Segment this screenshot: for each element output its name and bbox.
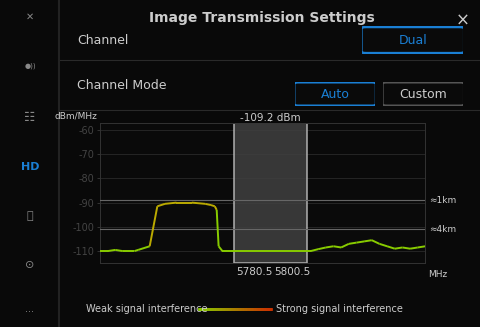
Text: MHz: MHz (428, 270, 447, 279)
Text: Channel: Channel (77, 34, 128, 47)
Text: ≈1km: ≈1km (429, 196, 456, 205)
Text: ×: × (456, 11, 469, 29)
Text: Weak signal interference: Weak signal interference (86, 304, 208, 314)
Text: Auto: Auto (321, 88, 349, 100)
Text: ●)): ●)) (24, 62, 36, 69)
Text: HD: HD (21, 162, 39, 172)
Text: -109.2 dBm: -109.2 dBm (240, 112, 300, 123)
FancyBboxPatch shape (361, 27, 464, 53)
Text: ☷: ☷ (24, 111, 36, 124)
Text: Channel Mode: Channel Mode (77, 78, 166, 92)
Bar (234, 123, 307, 263)
Text: Image Transmission Settings: Image Transmission Settings (149, 11, 374, 26)
Text: ⾠: ⾠ (27, 211, 33, 221)
Text: ≈4km: ≈4km (429, 225, 456, 234)
FancyBboxPatch shape (294, 82, 376, 106)
Text: ...: ... (25, 304, 35, 314)
FancyBboxPatch shape (383, 82, 464, 106)
Text: Dual: Dual (398, 34, 427, 46)
Text: Strong signal interference: Strong signal interference (276, 304, 403, 314)
Text: ✕: ✕ (26, 11, 34, 22)
Text: ⊙: ⊙ (25, 260, 35, 270)
Text: Custom: Custom (399, 88, 447, 100)
Text: dBm/MHz: dBm/MHz (55, 112, 97, 121)
